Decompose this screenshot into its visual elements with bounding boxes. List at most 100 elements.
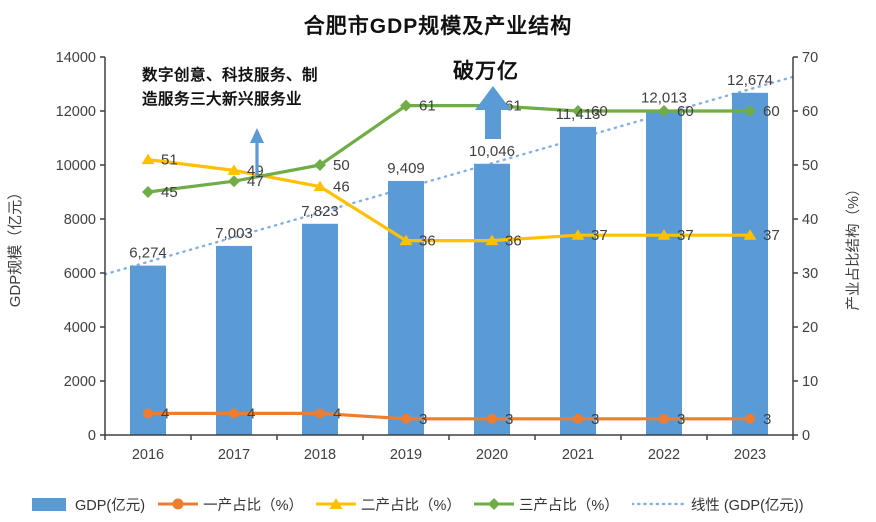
share-value-label: 60 xyxy=(591,103,608,120)
marker-triangle xyxy=(657,229,671,240)
line-diamond-swatch-icon xyxy=(473,498,514,510)
marker-circle xyxy=(573,413,583,424)
right-tick-label: 50 xyxy=(802,158,818,174)
year-label: 2020 xyxy=(476,447,508,463)
chart-legend: GDP(亿元) 一产占比（%） 二产占比（%） 三产占比（%） 线性 (GDP(亿元)) xyxy=(30,491,850,517)
marker-diamond xyxy=(744,105,756,117)
share-value-label: 60 xyxy=(763,103,780,120)
year-label: 2018 xyxy=(304,447,336,463)
right-axis-title: 产业占比结构（%） xyxy=(845,182,862,311)
gdp-value-label: 7,003 xyxy=(215,225,253,242)
share-value-label: 36 xyxy=(419,233,436,250)
share-value-label: 45 xyxy=(161,184,178,201)
marker-diamond xyxy=(228,175,240,188)
right-tick-label: 20 xyxy=(802,320,818,336)
legend-item-2: 二产占比（%） xyxy=(316,494,461,515)
share-value-label: 37 xyxy=(591,227,608,244)
gdp-bars xyxy=(130,92,768,436)
year-label: 2023 xyxy=(734,447,766,463)
left-axis-title: GDP规模（亿元） xyxy=(7,185,24,308)
chart-title: 合肥市GDP规模及产业结构 xyxy=(303,15,573,38)
gdp-bar xyxy=(302,223,338,435)
gdp-bar xyxy=(560,126,596,435)
right-tick-label: 0 xyxy=(802,428,810,444)
left-tick-label: 0 xyxy=(88,428,96,444)
year-label: 2022 xyxy=(648,447,680,463)
marker-circle xyxy=(315,408,325,419)
share-value-label: 61 xyxy=(419,98,436,115)
share-value-label: 50 xyxy=(333,157,350,174)
share-value-label: 37 xyxy=(763,227,780,244)
share-value-label: 3 xyxy=(419,411,427,428)
left-tick-label: 10000 xyxy=(56,158,96,174)
legend-label: GDP(亿元) xyxy=(75,497,146,514)
legend-item-1: 一产占比（%） xyxy=(158,494,303,515)
gdp-value-label: 12,013 xyxy=(641,90,687,107)
marker-circle xyxy=(659,413,669,424)
left-tick-label: 6000 xyxy=(64,266,96,282)
gdp-bar xyxy=(216,245,252,435)
big-up-arrow xyxy=(475,86,511,139)
data-labels: 6,274 7,003 7,823 9,409 10,046 11,413 12,013 12… xyxy=(129,72,779,428)
line-triangle-swatch-icon xyxy=(316,498,356,509)
share-value-label: 37 xyxy=(677,227,694,244)
series-line xyxy=(147,103,750,194)
marker-circle xyxy=(745,413,755,424)
marker-diamond xyxy=(400,99,412,112)
marker-triangle xyxy=(571,229,585,240)
annotation-trillion-note: 破万亿 xyxy=(453,60,519,83)
year-label: 2021 xyxy=(562,447,594,463)
marker-triangle xyxy=(227,164,241,175)
marker-triangle xyxy=(485,234,499,246)
legend-label: 线性 (GDP(亿元)) xyxy=(690,497,804,514)
share-value-label: 3 xyxy=(505,411,513,428)
legend-label: 三产占比（%） xyxy=(518,497,619,514)
left-tick-label: 12000 xyxy=(56,104,96,120)
annotation-services-note: 数字创意、科技服务、制 造服务三大新兴服务业 xyxy=(142,67,319,109)
legend-label: 一产占比（%） xyxy=(203,497,303,514)
annotation-arrows xyxy=(250,86,511,175)
line-series xyxy=(141,153,757,246)
gdp-value-label: 7,823 xyxy=(301,203,339,220)
series-line xyxy=(147,158,750,243)
gdp-value-label: 9,409 xyxy=(387,160,425,177)
gdp-bar xyxy=(388,180,424,435)
gdp-bar xyxy=(732,92,768,435)
marker-diamond xyxy=(658,105,670,117)
marker-circle xyxy=(487,413,497,424)
right-tick-label: 60 xyxy=(802,104,818,120)
line-series xyxy=(143,408,755,424)
marker-triangle xyxy=(141,153,155,165)
series-line xyxy=(148,411,750,421)
share-value-label: 4 xyxy=(247,405,255,422)
share-value-label: 60 xyxy=(677,103,694,120)
gdp-value-label: 12,674 xyxy=(727,72,773,89)
gdp-value-label: 11,413 xyxy=(556,106,601,123)
share-value-label: 36 xyxy=(505,233,522,250)
year-label: 2016 xyxy=(132,447,164,463)
share-value-label: 3 xyxy=(591,411,599,428)
share-value-label: 3 xyxy=(677,411,685,428)
legend-item-4: 线性 (GDP(亿元)) xyxy=(631,494,804,515)
right-tick-label: 30 xyxy=(802,266,818,282)
thin-up-arrow-head xyxy=(250,128,264,143)
dotted-swatch-icon xyxy=(631,502,686,506)
share-value-label: 49 xyxy=(247,162,264,179)
axes: 0 2000 4000 6000 8000 10000 12000 14000 0 10 20 30 4… xyxy=(7,50,862,463)
share-value-label: 61 xyxy=(505,98,522,115)
line-circle-swatch-icon xyxy=(158,498,199,510)
share-value-label: 4 xyxy=(161,405,169,422)
bar-swatch-icon xyxy=(32,498,66,511)
gdp-value-label: 6,274 xyxy=(129,245,167,262)
marker-diamond xyxy=(142,186,154,198)
marker-diamond xyxy=(572,105,584,117)
marker-triangle xyxy=(399,234,413,246)
legend-item-3: 三产占比（%） xyxy=(473,494,619,515)
gdp-bar xyxy=(646,110,682,436)
right-tick-label: 10 xyxy=(802,374,818,390)
left-tick-label: 4000 xyxy=(64,320,96,336)
year-label: 2019 xyxy=(390,447,422,463)
right-tick-label: 40 xyxy=(802,212,818,228)
left-tick-label: 14000 xyxy=(56,50,96,66)
